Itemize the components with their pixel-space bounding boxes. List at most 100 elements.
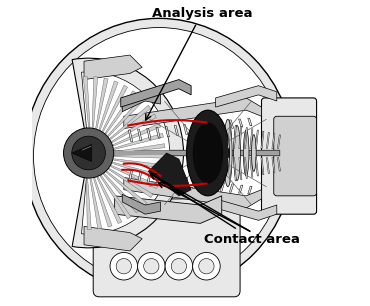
Polygon shape — [115, 144, 165, 153]
FancyBboxPatch shape — [262, 98, 317, 214]
Wedge shape — [72, 58, 184, 248]
Polygon shape — [83, 76, 90, 127]
Polygon shape — [165, 175, 169, 186]
Polygon shape — [138, 172, 142, 183]
Circle shape — [193, 252, 220, 280]
Polygon shape — [220, 183, 225, 191]
Polygon shape — [228, 124, 231, 148]
Polygon shape — [211, 181, 215, 190]
Circle shape — [165, 252, 193, 280]
Polygon shape — [84, 226, 142, 251]
Polygon shape — [272, 158, 275, 172]
Polygon shape — [193, 124, 197, 133]
Polygon shape — [124, 177, 262, 208]
Polygon shape — [105, 91, 136, 134]
Ellipse shape — [243, 130, 249, 176]
Polygon shape — [165, 126, 169, 137]
Polygon shape — [211, 122, 215, 131]
Polygon shape — [128, 170, 133, 182]
FancyBboxPatch shape — [93, 199, 240, 297]
Polygon shape — [112, 162, 162, 179]
Polygon shape — [239, 119, 243, 127]
Polygon shape — [90, 179, 102, 229]
Circle shape — [110, 252, 138, 280]
Polygon shape — [112, 114, 156, 143]
Ellipse shape — [24, 18, 294, 294]
Ellipse shape — [193, 122, 223, 184]
Polygon shape — [228, 158, 231, 182]
Polygon shape — [244, 158, 248, 178]
Polygon shape — [113, 123, 161, 146]
Polygon shape — [248, 186, 252, 194]
Polygon shape — [250, 129, 253, 148]
Polygon shape — [193, 179, 197, 188]
Polygon shape — [261, 131, 264, 148]
Polygon shape — [102, 85, 128, 132]
Polygon shape — [266, 158, 269, 174]
Polygon shape — [124, 98, 262, 129]
Polygon shape — [114, 154, 165, 158]
Ellipse shape — [223, 119, 232, 187]
Polygon shape — [121, 80, 191, 107]
Polygon shape — [216, 86, 277, 107]
Polygon shape — [239, 158, 242, 180]
Text: Contact area: Contact area — [150, 174, 300, 245]
FancyBboxPatch shape — [274, 116, 317, 196]
Polygon shape — [86, 179, 91, 230]
Polygon shape — [108, 97, 144, 136]
Polygon shape — [174, 177, 179, 187]
Polygon shape — [114, 159, 164, 169]
Polygon shape — [122, 92, 161, 112]
Polygon shape — [92, 77, 98, 128]
Polygon shape — [94, 178, 112, 227]
Ellipse shape — [34, 28, 285, 285]
Polygon shape — [250, 158, 253, 177]
Polygon shape — [109, 169, 153, 197]
Polygon shape — [239, 126, 242, 148]
Text: Analysis area: Analysis area — [146, 7, 252, 120]
Polygon shape — [278, 135, 280, 148]
Polygon shape — [272, 134, 275, 148]
Polygon shape — [255, 158, 258, 176]
Polygon shape — [147, 128, 151, 139]
Polygon shape — [229, 120, 233, 128]
Polygon shape — [202, 180, 206, 189]
Polygon shape — [261, 158, 264, 175]
Polygon shape — [216, 199, 277, 220]
Polygon shape — [115, 196, 222, 223]
Polygon shape — [122, 194, 161, 214]
Polygon shape — [96, 78, 108, 129]
Ellipse shape — [186, 110, 229, 196]
Polygon shape — [233, 158, 236, 181]
Circle shape — [171, 259, 186, 274]
Polygon shape — [100, 176, 131, 219]
Ellipse shape — [233, 125, 240, 181]
Polygon shape — [244, 128, 248, 148]
Polygon shape — [128, 130, 133, 142]
Polygon shape — [174, 125, 179, 136]
Polygon shape — [156, 174, 160, 185]
Polygon shape — [84, 55, 142, 80]
Polygon shape — [110, 105, 151, 139]
Polygon shape — [229, 184, 233, 192]
Polygon shape — [138, 129, 142, 140]
Polygon shape — [156, 127, 160, 138]
Polygon shape — [114, 133, 164, 149]
Circle shape — [138, 252, 165, 280]
Polygon shape — [184, 178, 188, 188]
Polygon shape — [233, 125, 236, 148]
Polygon shape — [239, 185, 243, 193]
Circle shape — [116, 259, 131, 274]
Circle shape — [144, 259, 159, 274]
Polygon shape — [255, 130, 258, 148]
Circle shape — [72, 136, 105, 170]
Polygon shape — [72, 144, 92, 162]
Polygon shape — [147, 173, 151, 184]
Polygon shape — [111, 166, 158, 188]
Polygon shape — [220, 121, 225, 129]
Polygon shape — [103, 174, 139, 213]
Polygon shape — [278, 158, 280, 171]
Wedge shape — [81, 72, 170, 234]
Polygon shape — [99, 81, 118, 130]
Polygon shape — [106, 171, 147, 206]
